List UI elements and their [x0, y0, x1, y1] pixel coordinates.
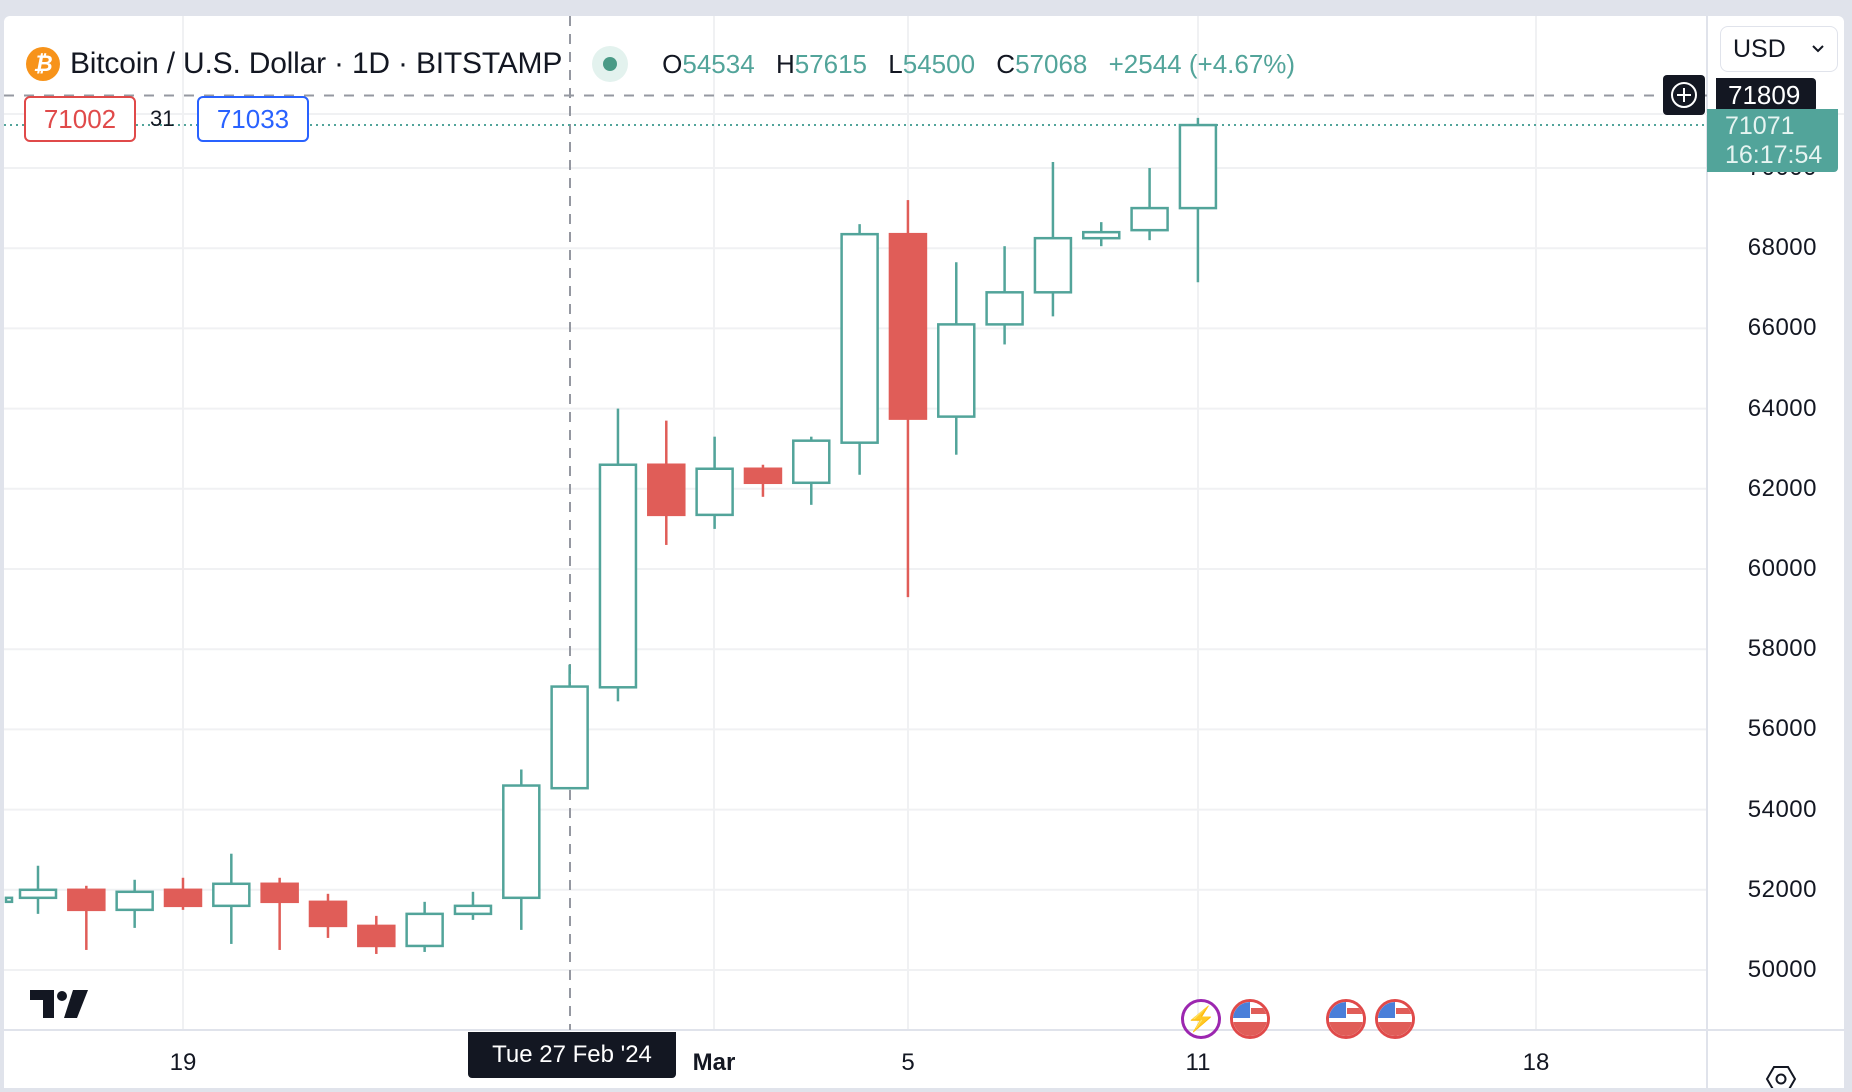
candle-down — [67, 888, 106, 912]
us-flag-icon[interactable] — [1230, 999, 1270, 1039]
time-tick-label: 11 — [1185, 1049, 1211, 1076]
price-tick-label: 52000 — [1747, 875, 1817, 903]
candle-up — [18, 888, 58, 900]
candle-up — [405, 912, 444, 948]
low-value: 54500 — [902, 48, 976, 79]
candle-up — [502, 784, 541, 900]
high-label: H — [775, 48, 795, 79]
close-value: 57068 — [1015, 48, 1088, 79]
lightning-icon[interactable]: ⚡ — [1181, 999, 1221, 1039]
ohlc-values: O54534 H57615 L54500 C57068 +2544 (+4.67… — [662, 49, 1295, 80]
price-tick-label: 62000 — [1747, 474, 1817, 502]
price-tick-label: 68000 — [1747, 234, 1817, 262]
candle-up — [1082, 230, 1121, 240]
last-price-value: 71071 — [1725, 112, 1795, 140]
currency-value: USD — [1733, 34, 1786, 63]
last-price-label: 71071 16:17:54 — [1707, 109, 1838, 172]
price-tick-label: 66000 — [1747, 314, 1817, 342]
candle-down — [260, 882, 299, 904]
candlestick-chart[interactable] — [4, 16, 1844, 1088]
time-tick-label: 19 — [169, 1049, 197, 1076]
candle-up — [840, 232, 879, 444]
chevron-down-icon — [1812, 45, 1824, 53]
tradingview-logo-icon[interactable] — [28, 988, 92, 1020]
candle-up — [985, 291, 1024, 326]
candle-down — [743, 467, 783, 485]
price-tick-label: 50000 — [1747, 956, 1817, 983]
candle-down — [163, 888, 203, 908]
candle-up — [453, 904, 493, 916]
candle-up — [212, 882, 251, 908]
time-tick-label: 18 — [1522, 1049, 1550, 1076]
plus-circle-icon — [1671, 82, 1697, 108]
symbol-title[interactable]: Bitcoin / U.S. Dollar · 1D · BITSTAMP — [70, 47, 563, 80]
candle-up — [792, 439, 831, 485]
market-open-dot-icon[interactable] — [592, 46, 629, 82]
settings-icon[interactable] — [1764, 1062, 1798, 1088]
candle-down — [308, 900, 348, 928]
bitcoin-icon: ₿ — [26, 47, 60, 81]
us-flag-icon[interactable] — [1375, 999, 1415, 1039]
crosshair-price-label: 71809 — [1716, 78, 1816, 112]
candle-up — [1033, 236, 1073, 294]
spread-value: 31 — [150, 106, 175, 131]
price-tick-label: 56000 — [1747, 715, 1817, 743]
candle-up — [115, 890, 154, 912]
currency-select[interactable]: USD — [1720, 26, 1838, 72]
add-alert-button[interactable] — [1663, 75, 1705, 115]
candle-down — [888, 232, 928, 420]
buy-button[interactable]: 71033 — [197, 96, 309, 142]
price-tick-label: 54000 — [1747, 795, 1817, 823]
time-tick-label: Mar — [692, 1049, 736, 1076]
crosshair-date-label: Tue 27 Feb '24 — [468, 1032, 676, 1078]
candle-up — [937, 323, 976, 418]
time-tick-label: 5 — [901, 1049, 915, 1076]
change-value: +2544 (+4.67%) — [1108, 48, 1296, 79]
bar-countdown: 16:17:54 — [1725, 141, 1823, 169]
price-tick-label: 58000 — [1747, 635, 1817, 663]
price-tick-label: 64000 — [1747, 394, 1817, 422]
symbol-legend: ₿ Bitcoin / U.S. Dollar · 1D · BITSTAMP … — [26, 46, 1295, 82]
candle-up — [1130, 206, 1169, 232]
sell-button[interactable]: 71002 — [24, 96, 136, 142]
candle-up — [550, 685, 589, 790]
candle-up — [1178, 123, 1218, 210]
open-label: O — [662, 48, 683, 79]
price-tick-label: 60000 — [1747, 555, 1817, 582]
open-value: 54534 — [682, 48, 755, 79]
close-label: C — [996, 48, 1016, 79]
candle-down — [647, 463, 686, 517]
low-label: L — [888, 48, 903, 79]
candle-up — [598, 463, 638, 689]
high-value: 57615 — [794, 48, 868, 79]
candle-up — [695, 467, 734, 517]
chart-container[interactable]: ₿ Bitcoin / U.S. Dollar · 1D · BITSTAMP … — [4, 16, 1844, 1088]
us-flag-icon[interactable] — [1326, 999, 1366, 1039]
candle-down — [357, 924, 396, 948]
